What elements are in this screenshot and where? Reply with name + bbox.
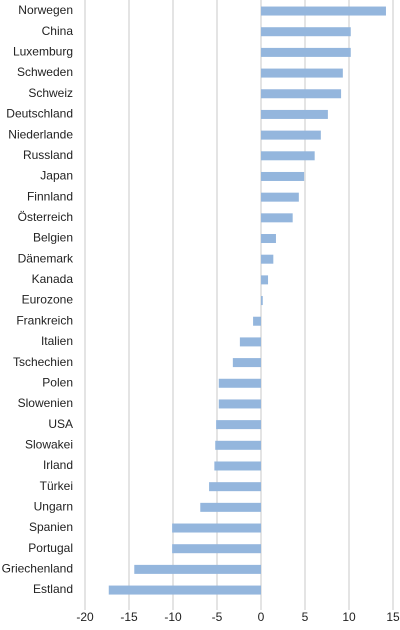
bar [214,461,261,471]
bar [261,47,351,57]
y-tick-label: Dänemark [18,251,74,265]
y-tick-label: Deutschland [6,107,73,121]
bar [209,482,261,492]
x-tick-label: -20 [76,610,94,624]
bar [200,502,261,512]
bar [261,6,386,16]
bar [261,109,328,119]
y-tick-label: Slowakei [25,437,73,451]
y-tick-label: Niederlande [8,127,73,141]
y-tick-label: Griechenland [2,562,73,576]
bar [261,296,263,306]
y-tick-label: Japan [40,169,73,183]
bar [261,254,274,264]
bar [261,171,305,181]
y-tick-label: Schweden [17,65,73,79]
y-tick-label: Ungarn [34,500,73,514]
bar [172,523,261,533]
bar [134,564,261,574]
y-tick-label: Eurozone [22,293,74,307]
y-tick-label: Estland [33,582,73,596]
y-tick-label: Irland [43,458,73,472]
y-tick-label: USA [48,417,73,431]
x-tick-label: -5 [212,610,223,624]
bar [261,89,342,99]
bar [239,337,261,347]
y-tick-label: Italien [41,334,73,348]
bar [261,27,351,37]
bar [218,399,261,409]
x-tick-label: 10 [342,610,356,624]
y-tick-label: Frankreich [16,313,73,327]
y-tick-label: Norwegen [18,3,73,17]
bar [261,234,276,244]
y-tick-label: Slowenien [18,396,73,410]
bar [108,585,261,595]
x-tick-label: 5 [302,610,309,624]
y-tick-label: Kanada [32,272,74,286]
bar [261,275,269,285]
bar [216,420,261,430]
bar [261,213,293,223]
x-tick-label: 0 [258,610,265,624]
bar [232,358,261,368]
y-tick-label: Türkei [40,479,73,493]
x-tick-label: -15 [120,610,138,624]
bar [261,68,343,78]
bar [218,378,261,388]
y-tick-label: Spanien [29,520,73,534]
bar [261,192,299,202]
y-tick-label: Portugal [28,541,73,555]
bar [215,440,261,450]
bar [172,544,261,554]
y-tick-label: Luxemburg [13,45,73,59]
bar [261,130,321,140]
y-tick-label: Österreich [18,210,73,224]
y-tick-label: Russland [23,148,73,162]
y-tick-label: China [42,24,74,38]
y-tick-label: Tschechien [13,355,73,369]
y-tick-label: Finnland [27,189,73,203]
y-tick-label: Belgien [33,231,73,245]
y-tick-label: Polen [42,375,73,389]
x-tick-label: 15 [386,610,400,624]
bar [261,151,315,161]
y-tick-label: Schweiz [28,86,73,100]
bar [253,316,261,326]
x-tick-label: -10 [164,610,182,624]
